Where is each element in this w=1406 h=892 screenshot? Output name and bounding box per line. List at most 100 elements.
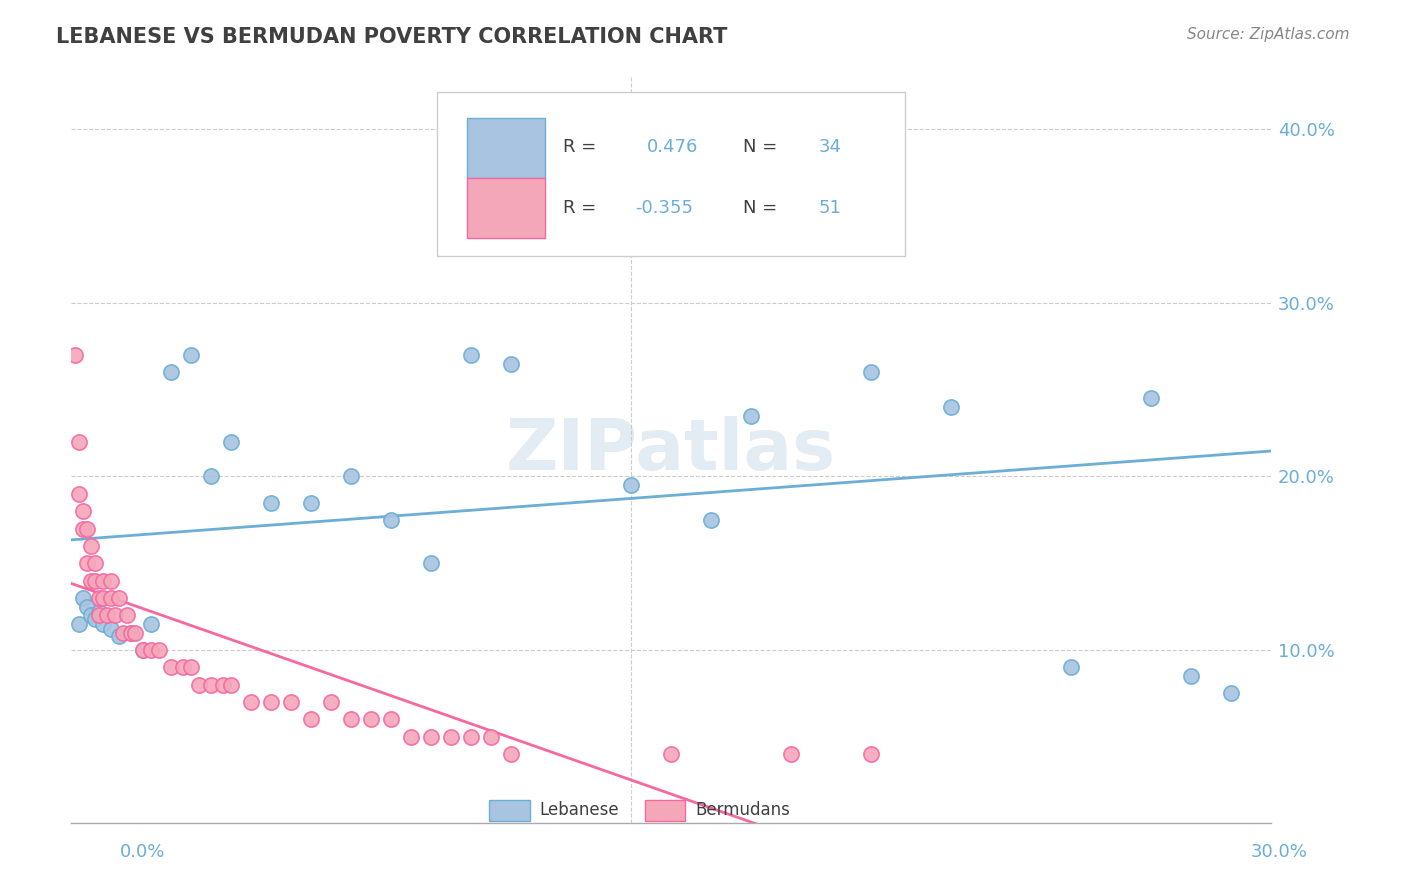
Point xyxy=(260,495,283,509)
FancyBboxPatch shape xyxy=(467,178,546,238)
Point xyxy=(740,409,762,423)
Point xyxy=(112,625,135,640)
Point xyxy=(579,218,602,232)
Point xyxy=(72,591,94,605)
Text: R =: R = xyxy=(564,199,602,217)
Point xyxy=(72,522,94,536)
Point xyxy=(479,730,502,744)
Point xyxy=(340,712,363,726)
Point xyxy=(100,622,122,636)
Point xyxy=(84,556,107,570)
Point xyxy=(219,434,242,449)
Point xyxy=(860,747,883,761)
Text: Lebanese: Lebanese xyxy=(538,801,619,819)
Point xyxy=(659,183,682,197)
Point xyxy=(700,513,723,527)
Text: -0.355: -0.355 xyxy=(636,199,693,217)
FancyBboxPatch shape xyxy=(467,119,546,178)
Text: 30.0%: 30.0% xyxy=(1251,843,1308,861)
Text: N =: N = xyxy=(744,138,783,156)
Point xyxy=(80,574,103,588)
Point xyxy=(240,695,263,709)
Point xyxy=(67,617,90,632)
Point xyxy=(76,599,98,614)
Point xyxy=(380,513,402,527)
Point xyxy=(76,556,98,570)
Point xyxy=(108,591,131,605)
Text: LEBANESE VS BERMUDAN POVERTY CORRELATION CHART: LEBANESE VS BERMUDAN POVERTY CORRELATION… xyxy=(56,27,728,46)
Text: 51: 51 xyxy=(818,199,842,217)
Point xyxy=(108,629,131,643)
Point xyxy=(160,660,183,674)
Point xyxy=(399,730,422,744)
Point xyxy=(67,487,90,501)
Point xyxy=(132,643,155,657)
Point xyxy=(620,478,643,492)
Point xyxy=(148,643,170,657)
Point xyxy=(84,574,107,588)
Point xyxy=(132,643,155,657)
Text: 0.0%: 0.0% xyxy=(120,843,165,861)
Point xyxy=(420,556,443,570)
Point xyxy=(188,678,211,692)
Point xyxy=(659,747,682,761)
Point xyxy=(460,730,482,744)
Point xyxy=(72,504,94,518)
Point xyxy=(120,625,142,640)
Point xyxy=(360,712,382,726)
Text: ZIPatlas: ZIPatlas xyxy=(506,416,837,485)
Point xyxy=(65,348,87,362)
Point xyxy=(120,625,142,640)
Point xyxy=(1180,669,1202,683)
Point xyxy=(1140,392,1163,406)
Point xyxy=(124,625,146,640)
Point xyxy=(200,678,222,692)
Point xyxy=(212,678,235,692)
Text: Source: ZipAtlas.com: Source: ZipAtlas.com xyxy=(1187,27,1350,42)
FancyBboxPatch shape xyxy=(437,93,905,257)
Text: 34: 34 xyxy=(818,138,842,156)
Point xyxy=(180,660,202,674)
Text: N =: N = xyxy=(744,199,783,217)
Point xyxy=(115,608,138,623)
Point xyxy=(440,730,463,744)
Point xyxy=(299,712,322,726)
Point xyxy=(460,348,482,362)
Point xyxy=(321,695,343,709)
Point xyxy=(141,617,163,632)
Point xyxy=(89,591,111,605)
Text: R =: R = xyxy=(564,138,602,156)
Point xyxy=(200,469,222,483)
Point xyxy=(100,591,122,605)
Point xyxy=(96,608,118,623)
Point xyxy=(89,605,111,619)
Point xyxy=(80,608,103,623)
Point xyxy=(141,643,163,657)
FancyBboxPatch shape xyxy=(489,799,530,822)
Point xyxy=(939,400,962,414)
Point xyxy=(340,469,363,483)
Point xyxy=(91,591,114,605)
Point xyxy=(91,574,114,588)
Point xyxy=(80,539,103,553)
Point xyxy=(172,660,194,674)
Point xyxy=(860,365,883,379)
Point xyxy=(420,730,443,744)
Point xyxy=(1219,686,1241,700)
Text: 0.476: 0.476 xyxy=(647,138,699,156)
Point xyxy=(380,712,402,726)
Point xyxy=(67,434,90,449)
Point xyxy=(89,608,111,623)
Point xyxy=(280,695,302,709)
Point xyxy=(780,747,803,761)
Point xyxy=(260,695,283,709)
Point xyxy=(76,522,98,536)
Text: Bermudans: Bermudans xyxy=(695,801,790,819)
Point xyxy=(501,357,523,371)
FancyBboxPatch shape xyxy=(645,799,686,822)
Point xyxy=(1060,660,1083,674)
Point xyxy=(219,678,242,692)
Point xyxy=(104,608,127,623)
Point xyxy=(501,747,523,761)
Point xyxy=(299,495,322,509)
